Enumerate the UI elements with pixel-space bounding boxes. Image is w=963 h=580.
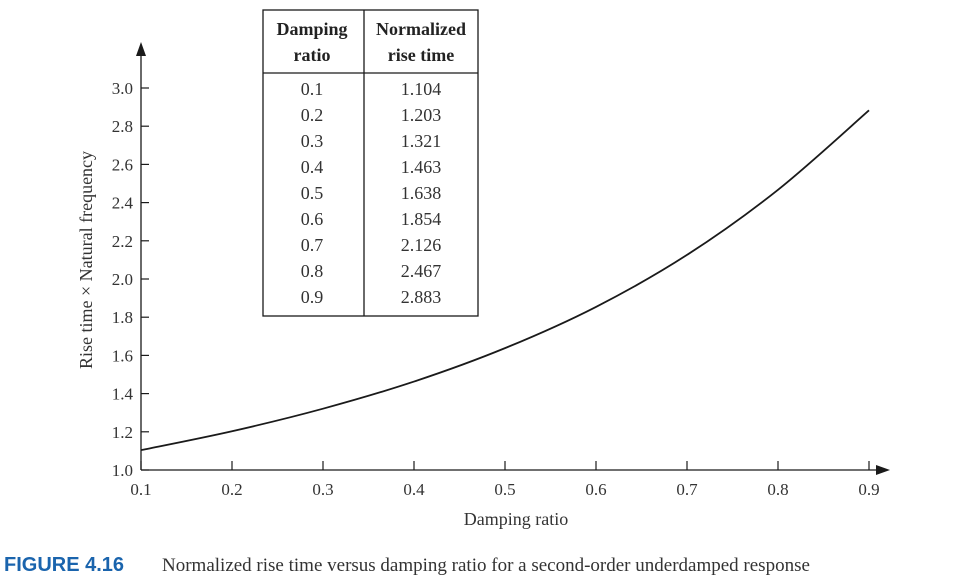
y-tick-label: 2.4 <box>112 194 134 213</box>
x-axis-ticks: 0.1 0.2 0.3 0.4 0.5 0.6 0.7 0.8 0.9 <box>130 461 880 499</box>
table-border <box>262 9 479 317</box>
table-header-col1-line1: Damping <box>276 19 347 39</box>
figure-caption-text: Normalized rise time versus damping rati… <box>162 555 810 576</box>
figure-caption-label: FIGURE 4.16 <box>4 554 124 576</box>
table-cell-damping-ratio: 0.6 <box>301 209 324 229</box>
x-axis-arrow-icon <box>876 465 890 475</box>
table-header-col2-line2: rise time <box>388 45 454 65</box>
table-cell-damping-ratio: 0.3 <box>301 131 324 151</box>
series-line <box>140 109 870 452</box>
y-tick-label: 2.2 <box>112 232 133 251</box>
y-tick-label: 2.6 <box>112 155 133 174</box>
x-tick-label: 0.6 <box>585 480 606 499</box>
y-axis-title: Rise time × Natural frequency <box>76 151 96 369</box>
table-cell-damping-ratio: 0.7 <box>301 235 324 255</box>
table-cell-rise-time: 1.203 <box>401 105 442 125</box>
table-cell-damping-ratio: 0.8 <box>301 261 324 281</box>
table-header-col1-line2: ratio <box>294 45 331 65</box>
table-cell-rise-time: 2.883 <box>401 287 442 307</box>
x-tick-label: 0.1 <box>130 480 151 499</box>
x-tick-label: 0.4 <box>403 480 425 499</box>
y-axis-ticks: 1.0 1.2 1.4 1.6 1.8 2.0 2.2 2.4 2.6 2.8 3.0 <box>112 79 149 480</box>
table-cell-damping-ratio: 0.2 <box>301 105 324 125</box>
table-cell-rise-time: 1.463 <box>401 157 442 177</box>
y-tick-label: 3.0 <box>112 79 133 98</box>
y-tick-label: 1.6 <box>112 346 133 365</box>
y-tick-label: 2.8 <box>112 117 133 136</box>
y-axis-arrow-icon <box>136 42 146 56</box>
table-cell-rise-time: 1.854 <box>401 209 442 229</box>
table-cell-damping-ratio: 0.4 <box>301 157 324 177</box>
table-cell-damping-ratio: 0.9 <box>301 287 324 307</box>
data-table: Damping ratio Normalized rise time 0.1 1.… <box>262 9 479 317</box>
y-tick-label: 1.4 <box>112 385 134 404</box>
y-tick-label: 2.0 <box>112 270 133 289</box>
table-cell-damping-ratio: 0.1 <box>301 79 324 99</box>
table-cell-rise-time: 2.467 <box>401 261 442 281</box>
x-tick-label: 0.2 <box>221 480 242 499</box>
x-tick-label: 0.9 <box>858 480 879 499</box>
table-cell-rise-time: 2.126 <box>401 235 442 255</box>
table-cell-damping-ratio: 0.5 <box>301 183 324 203</box>
table-cell-rise-time: 1.104 <box>401 79 442 99</box>
y-tick-label: 1.0 <box>112 461 133 480</box>
table-cell-rise-time: 1.321 <box>401 131 442 151</box>
x-tick-label: 0.3 <box>312 480 333 499</box>
y-tick-label: 1.2 <box>112 423 133 442</box>
x-tick-label: 0.7 <box>676 480 698 499</box>
y-tick-label: 1.8 <box>112 308 133 327</box>
table-header-col2-line1: Normalized <box>376 19 466 39</box>
table-cell-rise-time: 1.638 <box>401 183 442 203</box>
x-tick-label: 0.5 <box>494 480 515 499</box>
x-tick-label: 0.8 <box>767 480 788 499</box>
table-rows: 0.1 1.104 0.2 1.203 0.3 1.321 0.4 1.463 0.5 1.638… <box>301 79 442 307</box>
x-axis-title: Damping ratio <box>464 509 568 529</box>
